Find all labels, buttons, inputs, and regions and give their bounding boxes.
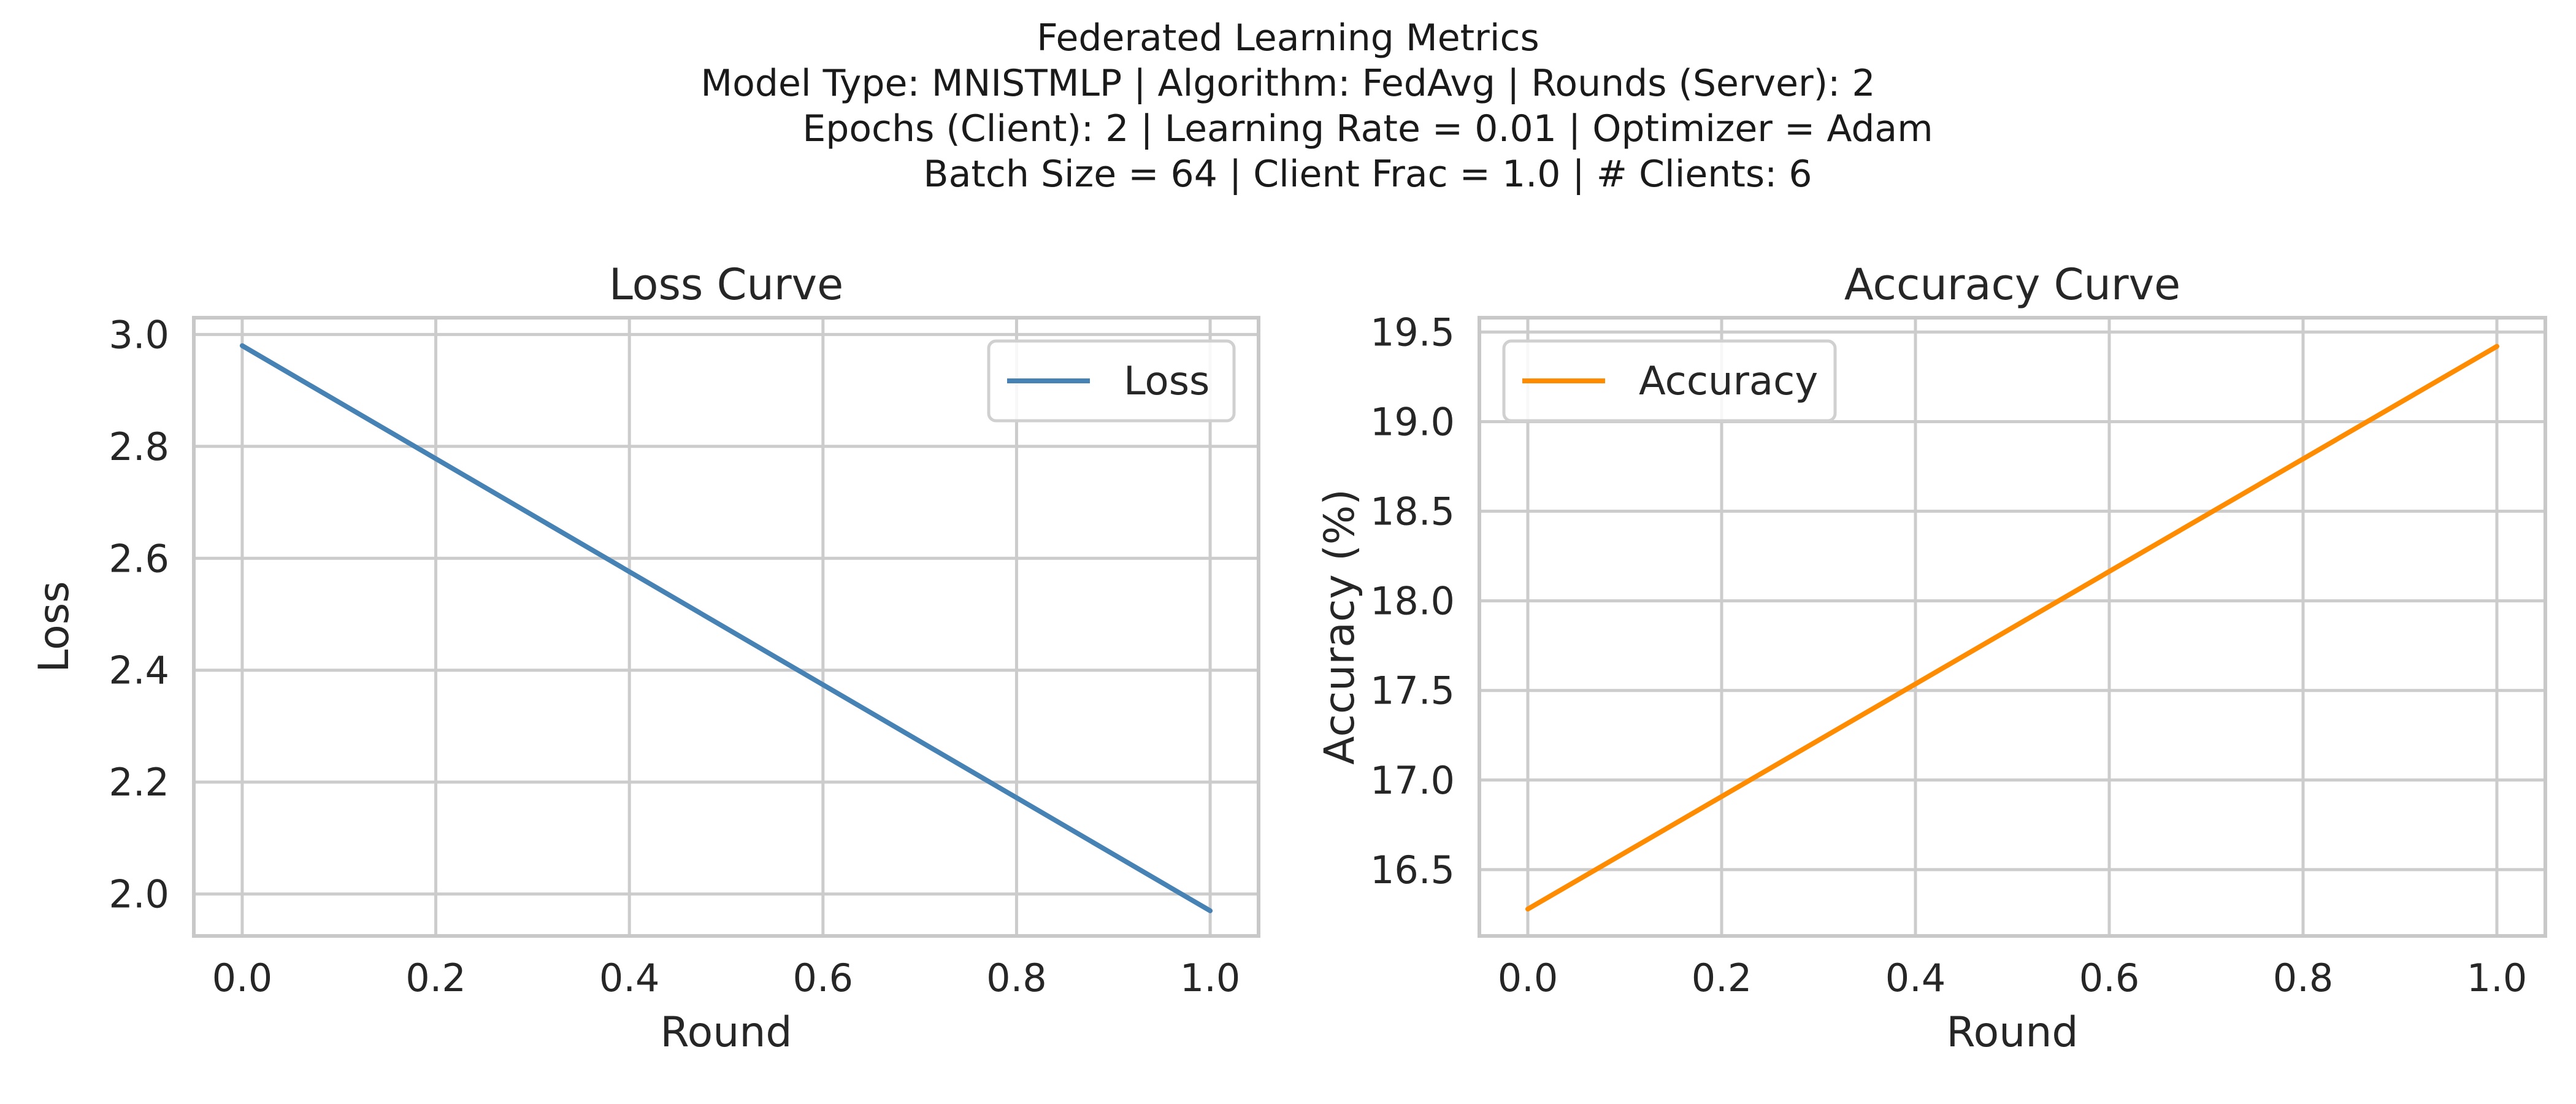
x-tick-label: 0.0	[212, 956, 273, 1000]
legend: Accuracy	[1502, 339, 1837, 423]
x-tick-label: 0.2	[1692, 956, 1752, 1000]
x-tick-label: 0.6	[2079, 956, 2140, 1000]
y-tick-label: 18.0	[1370, 579, 1455, 624]
x-tick-label: 0.4	[1885, 956, 1946, 1000]
x-tick-label: 0.2	[405, 956, 466, 1000]
axes-frame	[192, 316, 1260, 938]
figure-title-line-1: Federated Learning Metrics	[1037, 17, 1539, 59]
y-tick-label: 18.5	[1370, 489, 1455, 534]
series-line-loss	[239, 343, 1213, 913]
x-tick-label: 1.0	[2467, 956, 2528, 1000]
chart-panel-2: 0.0 0.2 0.4 0.6 0.8 1.0 16.5 17.0 17.5 18.0 18.5 19…	[1316, 259, 2547, 1057]
x-tick-label: 0.8	[2273, 956, 2334, 1000]
legend-box	[987, 339, 1236, 423]
chart-panel-1: 0.0 0.2 0.4 0.6 0.8 1.0 2.0 2.2 2.4 2.6 2.8 3.0 Loss…	[30, 259, 1260, 1057]
y-axis-label: Loss	[30, 581, 79, 672]
x-tick-label: 0.8	[986, 956, 1047, 1000]
legend: Loss	[987, 339, 1236, 423]
y-tick-label: 16.5	[1370, 848, 1455, 892]
figure-title-line-4: Batch Size = 64 | Client Frac = 1.0 | # …	[923, 153, 1812, 196]
legend-label: Loss	[1124, 359, 1209, 404]
y-tick-label: 2.0	[109, 872, 169, 917]
y-tick-label: 3.0	[109, 312, 169, 357]
x-axis-label: Round	[660, 1008, 792, 1057]
y-tick-label: 2.8	[109, 424, 169, 469]
figure-title-line-3: Epochs (Client): 2 | Learning Rate = 0.0…	[802, 107, 1933, 150]
y-tick-label: 19.0	[1370, 399, 1455, 444]
figure-title-line-2: Model Type: MNISTMLP | Algorithm: FedAvg…	[700, 62, 1876, 105]
x-tick-label: 0.0	[1498, 956, 1558, 1000]
legend-label: Accuracy	[1639, 359, 1818, 404]
series-line-accuracy	[1525, 343, 2499, 912]
x-tick-label: 1.0	[1180, 956, 1241, 1000]
y-tick-label: 17.0	[1370, 758, 1455, 803]
y-tick-label: 17.5	[1370, 669, 1455, 713]
x-axis-label: Round	[1946, 1008, 2078, 1057]
legend-box	[1502, 339, 1837, 423]
y-axis-label: Accuracy (%)	[1316, 489, 1364, 765]
x-tick-label: 0.6	[793, 956, 854, 1000]
axes-frame	[1478, 316, 2547, 938]
y-tick-label: 2.2	[109, 760, 169, 805]
x-tick-label: 0.4	[599, 956, 660, 1000]
chart-title: Loss Curve	[609, 259, 843, 310]
y-tick-label: 19.5	[1370, 310, 1455, 355]
chart-title: Accuracy Curve	[1844, 259, 2180, 310]
y-tick-label: 2.4	[109, 648, 169, 693]
y-tick-label: 2.6	[109, 536, 169, 581]
